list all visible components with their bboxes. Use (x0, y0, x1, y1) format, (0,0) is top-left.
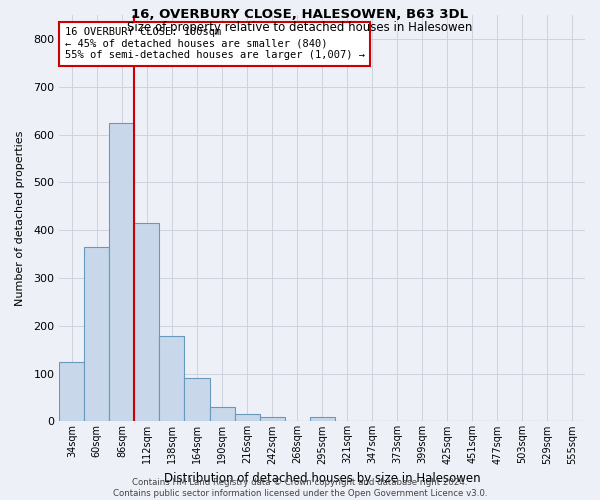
Bar (235, 414, 260, 422)
X-axis label: Distribution of detached houses by size in Halesowen: Distribution of detached houses by size … (164, 472, 481, 485)
Bar (59, 362, 85, 422)
Bar (209, 407, 235, 422)
Bar (134, 223, 160, 422)
Text: Contains HM Land Registry data © Crown copyright and database right 2024.
Contai: Contains HM Land Registry data © Crown c… (113, 478, 487, 498)
Text: 16, OVERBURY CLOSE, HALESOWEN, B63 3DL: 16, OVERBURY CLOSE, HALESOWEN, B63 3DL (131, 8, 469, 20)
Bar (310, 416, 335, 422)
Bar (184, 378, 209, 422)
Bar (160, 336, 184, 422)
Text: 16 OVERBURY CLOSE: 100sqm
← 45% of detached houses are smaller (840)
55% of semi: 16 OVERBURY CLOSE: 100sqm ← 45% of detac… (65, 27, 365, 60)
Bar (109, 122, 134, 422)
Text: Size of property relative to detached houses in Halesowen: Size of property relative to detached ho… (127, 21, 473, 34)
Bar (260, 416, 284, 422)
Bar (85, 247, 109, 422)
Y-axis label: Number of detached properties: Number of detached properties (15, 130, 25, 306)
